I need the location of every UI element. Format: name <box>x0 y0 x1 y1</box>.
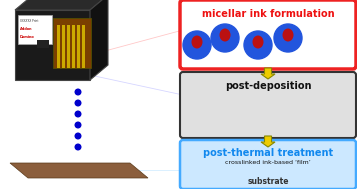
FancyBboxPatch shape <box>180 72 356 138</box>
Ellipse shape <box>188 168 205 176</box>
Ellipse shape <box>300 172 307 182</box>
Ellipse shape <box>209 94 227 113</box>
Circle shape <box>75 144 81 150</box>
Ellipse shape <box>313 168 330 176</box>
Ellipse shape <box>293 102 303 111</box>
Polygon shape <box>77 25 80 68</box>
Circle shape <box>75 133 81 139</box>
Polygon shape <box>90 0 108 80</box>
Ellipse shape <box>229 94 247 113</box>
Ellipse shape <box>273 102 283 111</box>
Ellipse shape <box>242 168 259 176</box>
Text: post-thermal treatment: post-thermal treatment <box>203 148 333 158</box>
Ellipse shape <box>260 168 276 176</box>
Circle shape <box>211 24 239 52</box>
FancyBboxPatch shape <box>53 18 91 68</box>
Ellipse shape <box>211 172 218 182</box>
Ellipse shape <box>253 102 263 111</box>
Ellipse shape <box>233 102 243 111</box>
FancyBboxPatch shape <box>180 0 356 69</box>
FancyBboxPatch shape <box>37 40 49 48</box>
Ellipse shape <box>191 36 202 49</box>
Text: Domino: Domino <box>20 35 35 39</box>
Circle shape <box>274 24 302 52</box>
Ellipse shape <box>193 102 203 111</box>
Ellipse shape <box>289 94 307 113</box>
Polygon shape <box>188 109 348 121</box>
Text: Addon: Addon <box>20 27 32 31</box>
Ellipse shape <box>206 168 223 176</box>
Polygon shape <box>82 25 85 68</box>
Ellipse shape <box>269 94 287 113</box>
Polygon shape <box>15 10 90 80</box>
Ellipse shape <box>329 94 347 113</box>
FancyBboxPatch shape <box>180 140 356 189</box>
Ellipse shape <box>295 168 312 176</box>
Ellipse shape <box>309 94 327 113</box>
Circle shape <box>75 122 81 128</box>
Circle shape <box>75 89 81 95</box>
Ellipse shape <box>331 168 348 176</box>
Circle shape <box>75 111 81 117</box>
Circle shape <box>183 31 211 59</box>
Text: substrate: substrate <box>247 177 289 185</box>
Ellipse shape <box>193 172 200 182</box>
Ellipse shape <box>318 172 325 182</box>
Text: post-deposition: post-deposition <box>225 81 311 91</box>
Circle shape <box>75 100 81 106</box>
Ellipse shape <box>247 172 253 182</box>
FancyArrow shape <box>261 68 275 79</box>
Text: crosslinked ink-based ‘film’: crosslinked ink-based ‘film’ <box>225 160 311 164</box>
FancyArrow shape <box>261 136 275 147</box>
Ellipse shape <box>252 36 263 49</box>
Ellipse shape <box>220 29 231 42</box>
Ellipse shape <box>224 168 241 176</box>
Polygon shape <box>10 163 148 178</box>
Ellipse shape <box>336 172 342 182</box>
Text: micellar ink formulation: micellar ink formulation <box>202 9 334 19</box>
Ellipse shape <box>282 29 293 42</box>
Ellipse shape <box>229 172 236 182</box>
Polygon shape <box>15 0 108 10</box>
Polygon shape <box>62 25 65 68</box>
Ellipse shape <box>313 102 323 111</box>
Text: XXXXXX Print: XXXXXX Print <box>20 19 39 23</box>
Ellipse shape <box>265 172 271 182</box>
Ellipse shape <box>333 102 343 111</box>
Polygon shape <box>188 175 348 189</box>
Polygon shape <box>67 25 70 68</box>
Ellipse shape <box>213 102 223 111</box>
Ellipse shape <box>249 94 267 113</box>
Polygon shape <box>72 25 75 68</box>
Ellipse shape <box>189 94 207 113</box>
Ellipse shape <box>277 168 294 176</box>
Circle shape <box>244 31 272 59</box>
Ellipse shape <box>282 172 289 182</box>
Polygon shape <box>57 25 60 68</box>
FancyBboxPatch shape <box>18 15 52 44</box>
